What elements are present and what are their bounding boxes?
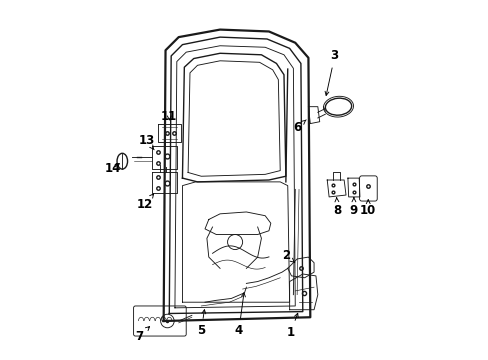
Text: 3: 3 — [325, 49, 338, 95]
Text: 12: 12 — [137, 194, 153, 211]
Text: 6: 6 — [292, 120, 305, 134]
Text: 13: 13 — [138, 134, 155, 150]
Text: 9: 9 — [349, 198, 357, 217]
Text: 10: 10 — [359, 200, 376, 217]
Text: 7: 7 — [135, 327, 149, 343]
Text: 14: 14 — [104, 162, 121, 175]
Text: 5: 5 — [197, 310, 205, 337]
Text: 2: 2 — [281, 249, 294, 263]
Text: 4: 4 — [234, 293, 245, 337]
Text: 8: 8 — [332, 198, 341, 217]
Text: 11: 11 — [161, 109, 177, 122]
Text: 1: 1 — [286, 313, 298, 339]
